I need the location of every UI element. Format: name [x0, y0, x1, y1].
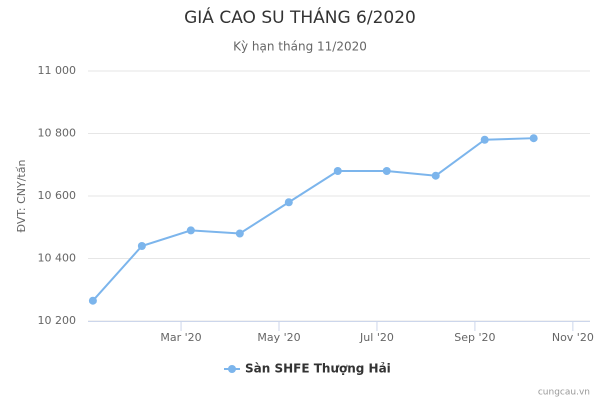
point [480, 135, 489, 144]
y-tick-label: 10 600 [38, 189, 77, 202]
x-tick-label: Sep '20 [454, 331, 495, 344]
y-tick-label: 10 400 [38, 252, 77, 265]
point [88, 296, 97, 305]
x-tick-label: Jul '20 [359, 331, 394, 344]
x-tick-label: Mar '20 [160, 331, 201, 344]
point [186, 226, 195, 235]
chart-subtitle: Kỳ hạn tháng 11/2020 [233, 40, 367, 54]
point [529, 134, 538, 143]
y-axis-label: ĐVT: CNY/tấn [15, 160, 28, 233]
x-tick-label: Nov '20 [552, 331, 594, 344]
point [137, 242, 146, 250]
legend-marker [228, 365, 236, 373]
point [284, 198, 293, 207]
credit: cungcau.vn [538, 388, 590, 398]
point [431, 171, 440, 180]
chart-title: GIÁ CAO SU THÁNG 6/2020 [184, 6, 416, 28]
x-tick-label: May '20 [257, 331, 300, 344]
legend-label: Sàn SHFE Thượng Hải [245, 362, 391, 376]
point [333, 167, 342, 175]
y-tick-label: 11 000 [38, 64, 77, 77]
y-tick-label: 10 200 [38, 314, 77, 327]
point [235, 229, 244, 238]
point [382, 167, 391, 175]
y-tick-label: 10 800 [38, 127, 77, 140]
line [92, 137, 534, 302]
